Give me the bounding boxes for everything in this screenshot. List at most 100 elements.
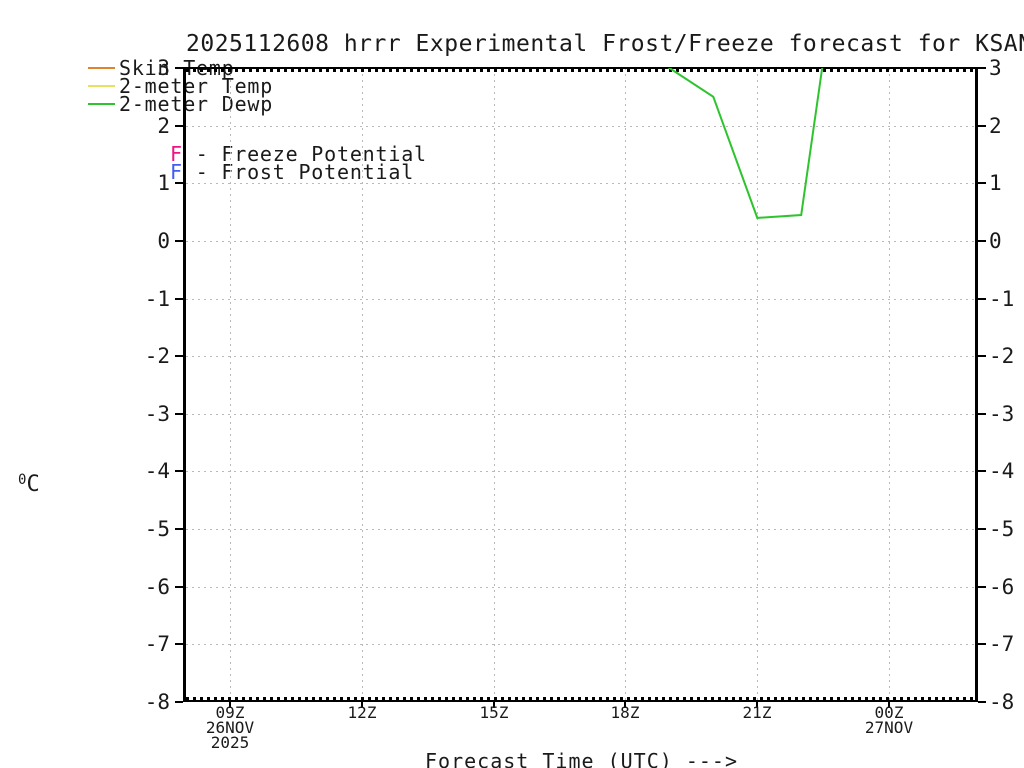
- y-tick-right: [978, 470, 986, 472]
- y-tick-left: [175, 643, 183, 645]
- skin-temp-line-swatch: [88, 67, 115, 69]
- y-tick-right: [978, 298, 986, 300]
- y-tick-left: [175, 528, 183, 530]
- y-tick-label-right: -1: [989, 287, 1015, 311]
- gridline-horizontal: [186, 587, 977, 588]
- legend-item-frost-potential: F - Frost Potential: [88, 145, 427, 182]
- x-tick-label: 21Z: [697, 703, 817, 722]
- y-tick-left: [175, 298, 183, 300]
- y-tick-label-right: -3: [989, 402, 1015, 426]
- legend-item-freeze-potential: F - Freeze Potential: [88, 127, 427, 164]
- legend-label-freeze-potential: - Freeze Potential: [182, 142, 427, 166]
- y-tick-left: [175, 413, 183, 415]
- y-tick-label-left: -5: [144, 517, 170, 541]
- y-tick-right: [978, 125, 986, 127]
- y-tick-label-left: -4: [144, 459, 170, 483]
- gridline-vertical: [230, 68, 231, 702]
- gridline-horizontal: [186, 471, 977, 472]
- y-tick-left: [175, 240, 183, 242]
- y-tick-label-left: -1: [144, 287, 170, 311]
- y-tick-label-right: 1: [989, 171, 1002, 195]
- x-tick-label: 15Z: [434, 703, 554, 722]
- y-axis-unit-label: 0C: [18, 472, 40, 497]
- degree-sup: 0: [18, 472, 27, 488]
- gridline-horizontal: [186, 299, 977, 300]
- y-tick-right: [978, 182, 986, 184]
- axis-right: [975, 67, 978, 702]
- minor-ticks-top: [186, 69, 977, 72]
- 2m-temp-line-swatch: [88, 85, 115, 87]
- x-tick: [888, 702, 890, 708]
- chart-title: 2025112608 hrrr Experimental Frost/Freez…: [186, 31, 1024, 57]
- freeze-flag-letter: F: [170, 142, 183, 166]
- gridline-horizontal: [186, 644, 977, 645]
- y-tick-right: [978, 528, 986, 530]
- 2-meter-dewp-line: [667, 68, 824, 219]
- y-tick-left: [175, 586, 183, 588]
- y-tick-right: [978, 355, 986, 357]
- y-tick-label-right: 0: [989, 229, 1002, 253]
- x-tick-date: 26NOV: [205, 718, 255, 737]
- y-tick-left: [175, 355, 183, 357]
- frost-flag-letter: F: [170, 160, 183, 184]
- x-tick-date: 2025: [210, 733, 250, 752]
- y-tick-left: [175, 470, 183, 472]
- gridline-horizontal: [186, 356, 977, 357]
- gridline-horizontal: [186, 414, 977, 415]
- minor-ticks-bottom: [186, 697, 977, 700]
- gridline-vertical: [625, 68, 626, 702]
- x-tick-hour: 21Z: [742, 703, 772, 722]
- y-tick-label-right: 3: [989, 56, 1002, 80]
- x-tick: [624, 702, 626, 708]
- legend-label-skin-temp: Skin Temp: [119, 56, 235, 80]
- y-tick-label-right: -2: [989, 344, 1015, 368]
- axis-left: [183, 67, 186, 702]
- y-tick-label-right: -5: [989, 517, 1015, 541]
- x-tick-label: 12Z: [302, 703, 422, 722]
- y-tick-label-left: 3: [157, 56, 170, 80]
- 2m-dewp-line-swatch: [88, 103, 115, 105]
- axis-bottom: [183, 700, 978, 702]
- gridline-vertical: [362, 68, 363, 702]
- x-tick-label: 09Z 26NOV 2025: [170, 703, 290, 752]
- y-tick-right: [978, 701, 986, 703]
- y-tick-left: [175, 182, 183, 184]
- y-tick-label-left: -7: [144, 632, 170, 656]
- y-tick-label-left: -2: [144, 344, 170, 368]
- y-tick-label-right: -6: [989, 575, 1015, 599]
- y-tick-right: [978, 586, 986, 588]
- gridline-horizontal: [186, 529, 977, 530]
- x-tick-date: 27NOV: [864, 718, 914, 737]
- y-tick-label-left: -6: [144, 575, 170, 599]
- x-tick: [229, 702, 231, 708]
- x-tick: [756, 702, 758, 708]
- gridline-vertical: [494, 68, 495, 702]
- x-axis-title: Forecast Time (UTC) --->: [425, 749, 738, 768]
- y-tick-label-left: -8: [144, 690, 170, 714]
- y-tick-label-left: 2: [157, 114, 170, 138]
- y-tick-label-right: -4: [989, 459, 1015, 483]
- y-tick-left: [175, 67, 183, 69]
- x-tick-label: 00Z 27NOV: [829, 703, 949, 737]
- y-tick-label-right: -8: [989, 690, 1015, 714]
- x-tick-label: 18Z: [565, 705, 685, 721]
- x-tick-hour: 09Z: [215, 703, 245, 722]
- x-tick: [493, 702, 495, 708]
- gridline-vertical: [889, 68, 890, 702]
- axis-top: [183, 67, 978, 69]
- x-tick-hour: 15Z: [479, 703, 509, 722]
- legend-label-frost-potential: - Frost Potential: [182, 160, 415, 184]
- y-tick-label-left: 1: [157, 171, 170, 195]
- x-tick-hour: 00Z: [874, 703, 904, 722]
- y-tick-label-right: -7: [989, 632, 1015, 656]
- y-tick-label-left: -3: [144, 402, 170, 426]
- gridline-horizontal: [186, 241, 977, 242]
- y-tick-label-left: 0: [157, 229, 170, 253]
- y-tick-right: [978, 413, 986, 415]
- y-tick-label-right: 2: [989, 114, 1002, 138]
- x-tick-hour: 12Z: [347, 703, 377, 722]
- legend-item-skin-temp: Skin Temp: [88, 56, 427, 80]
- y-tick-left: [175, 125, 183, 127]
- gridline-horizontal: [186, 126, 977, 127]
